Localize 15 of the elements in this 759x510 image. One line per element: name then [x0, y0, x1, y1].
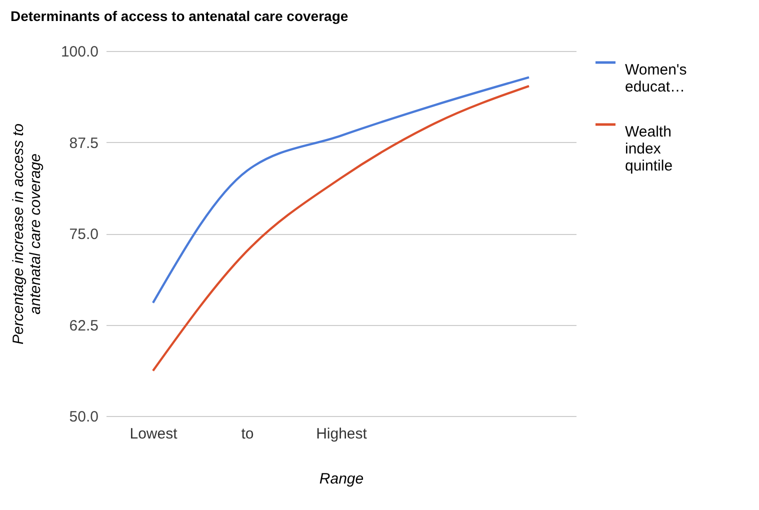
legend-label: Women's educat… [625, 62, 687, 96]
line-series [152, 84, 530, 372]
x-tick-label: Highest [316, 426, 368, 442]
x-tick-label: to [241, 426, 254, 442]
x-axis-title: Range [319, 470, 364, 488]
x-tick-label: Lowest [130, 426, 178, 442]
y-tick-label: 87.5 [69, 134, 98, 152]
y-axis-title: Percentage increase in access to antenatal care coverage [10, 124, 44, 344]
chart-title: Determinants of access to antenatal care coverage [10, 8, 348, 24]
y-tick-label: 100.0 [60, 44, 98, 60]
y-tick-label: 75.0 [69, 226, 98, 243]
y-tick-label: 62.5 [69, 317, 98, 334]
y-tick-label: 50.0 [69, 408, 98, 426]
line-series [152, 76, 530, 304]
legend-label: Wealth index quintile [625, 124, 673, 174]
